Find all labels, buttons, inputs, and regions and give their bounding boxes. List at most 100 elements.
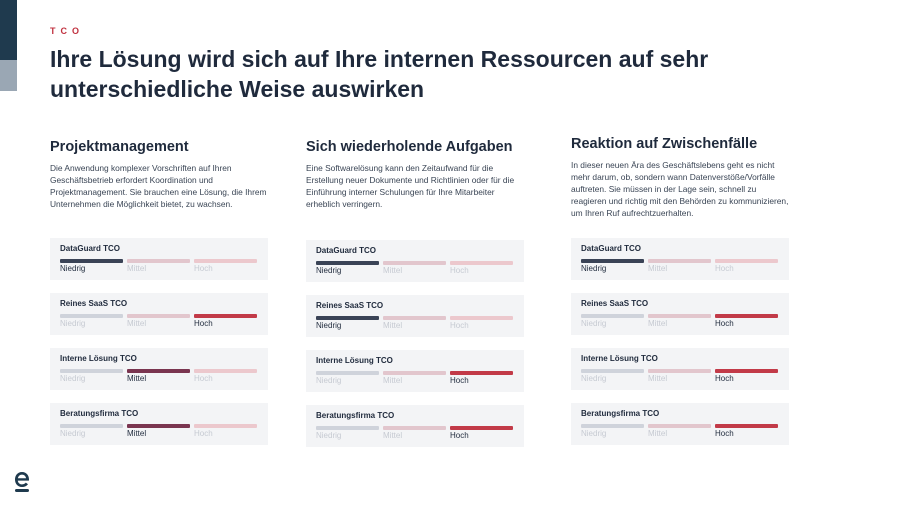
tco-level-scale: Niedrig Mittel Hoch xyxy=(316,426,513,440)
tco-card: Reines SaaS TCO Niedrig Mittel Hoch xyxy=(306,295,524,337)
tco-card-list: DataGuard TCO Niedrig Mittel Hoch Reines Saa… xyxy=(571,238,789,458)
level-label-mid: Mittel xyxy=(383,376,403,385)
level-label-high: Hoch xyxy=(715,374,734,383)
level-label-mid: Mittel xyxy=(127,429,147,438)
tco-card: Reines SaaS TCO Niedrig Mittel Hoch xyxy=(571,293,789,335)
level-label-high: Hoch xyxy=(450,431,469,440)
level-bar-low xyxy=(60,424,123,428)
tco-level-scale: Niedrig Mittel Hoch xyxy=(316,371,513,385)
tco-card-label: Interne Lösung TCO xyxy=(60,354,137,363)
level-bar-high xyxy=(715,314,778,318)
level-bar-low xyxy=(316,261,379,265)
level-bar-mid xyxy=(648,424,711,428)
tco-card-list: DataGuard TCO Niedrig Mittel Hoch Reines Saa… xyxy=(306,240,524,460)
level-bar-low xyxy=(316,316,379,320)
column-title: Sich wiederholende Aufgaben xyxy=(306,139,513,155)
level-label-low: Niedrig xyxy=(60,374,86,383)
level-label-high: Hoch xyxy=(194,429,213,438)
level-bar-low xyxy=(581,314,644,318)
tco-card: DataGuard TCO Niedrig Mittel Hoch xyxy=(306,240,524,282)
tco-card-label: Beratungsfirma TCO xyxy=(60,409,139,418)
level-bar-low xyxy=(581,424,644,428)
page-title: Ihre Lösung wird sich auf Ihre internen … xyxy=(50,46,709,102)
tco-card-label: DataGuard TCO xyxy=(60,244,121,253)
tco-card: Interne Lösung TCO Niedrig Mittel Hoch xyxy=(50,348,268,390)
level-bar-mid xyxy=(648,259,711,263)
level-bar-high xyxy=(450,261,513,265)
level-bar-mid xyxy=(383,316,446,320)
level-label-low: Niedrig xyxy=(316,431,342,440)
tco-card: Beratungsfirma TCO Niedrig Mittel Hoch xyxy=(571,403,789,445)
level-bar-low xyxy=(316,426,379,430)
level-bar-mid xyxy=(127,259,190,263)
level-bar-high xyxy=(194,259,257,263)
level-bar-high xyxy=(715,259,778,263)
tco-card: Interne Lösung TCO Niedrig Mittel Hoch xyxy=(571,348,789,390)
level-bar-mid xyxy=(127,424,190,428)
level-label-mid: Mittel xyxy=(648,264,668,273)
column-projektmanagement: Projektmanagement Die Anwendung komplexe… xyxy=(50,138,275,445)
tco-card-label: Interne Lösung TCO xyxy=(581,354,658,363)
level-label-high: Hoch xyxy=(194,374,213,383)
level-bar-high xyxy=(450,316,513,320)
level-label-mid: Mittel xyxy=(127,374,147,383)
column-title: Reaktion auf Zwischenfälle xyxy=(571,136,758,152)
tco-card: Beratungsfirma TCO Niedrig Mittel Hoch xyxy=(306,405,524,447)
tco-card-label: Beratungsfirma TCO xyxy=(581,409,660,418)
level-bar-low xyxy=(316,371,379,375)
level-label-mid: Mittel xyxy=(383,321,403,330)
column-zwischenfaelle: Reaktion auf Zwischenfälle In dieser neu… xyxy=(571,135,796,445)
level-label-mid: Mittel xyxy=(648,374,668,383)
column-description: Die Anwendung komplexer Vorschriften auf… xyxy=(50,163,267,210)
level-label-mid: Mittel xyxy=(383,431,403,440)
tco-card-label: Beratungsfirma TCO xyxy=(316,411,395,420)
level-bar-high xyxy=(715,424,778,428)
column-wiederholende-aufgaben: Sich wiederholende Aufgaben Eine Softwar… xyxy=(306,138,531,447)
tco-level-scale: Niedrig Mittel Hoch xyxy=(60,259,257,273)
tco-level-scale: Niedrig Mittel Hoch xyxy=(581,369,778,383)
tco-card: DataGuard TCO Niedrig Mittel Hoch xyxy=(571,238,789,280)
level-label-mid: Mittel xyxy=(127,319,147,328)
eyebrow-label: TCO xyxy=(50,26,84,36)
level-bar-mid xyxy=(127,369,190,373)
level-label-low: Niedrig xyxy=(60,319,86,328)
level-label-low: Niedrig xyxy=(316,321,342,330)
level-label-high: Hoch xyxy=(715,319,734,328)
level-label-high: Hoch xyxy=(194,319,213,328)
level-label-mid: Mittel xyxy=(648,429,668,438)
level-label-high: Hoch xyxy=(194,264,213,273)
level-label-mid: Mittel xyxy=(383,266,403,275)
tco-card-label: Reines SaaS TCO xyxy=(316,301,384,310)
level-bar-mid xyxy=(383,371,446,375)
level-label-high: Hoch xyxy=(450,376,469,385)
column-description: In dieser neuen Ära des Geschäftslebens … xyxy=(571,160,789,219)
level-bar-high xyxy=(450,426,513,430)
tco-card-label: Reines SaaS TCO xyxy=(581,299,649,308)
tco-level-scale: Niedrig Mittel Hoch xyxy=(316,261,513,275)
level-bar-mid xyxy=(648,369,711,373)
level-bar-low xyxy=(60,259,123,263)
level-label-high: Hoch xyxy=(715,264,734,273)
level-label-low: Niedrig xyxy=(316,376,342,385)
tco-card-list: DataGuard TCO Niedrig Mittel Hoch Reines Saa… xyxy=(50,238,268,458)
level-label-low: Niedrig xyxy=(316,266,342,275)
accent-bar-light xyxy=(0,60,17,91)
level-label-high: Hoch xyxy=(450,266,469,275)
tco-card-label: Reines SaaS TCO xyxy=(60,299,128,308)
level-label-low: Niedrig xyxy=(581,264,607,273)
tco-card-label: Interne Lösung TCO xyxy=(316,356,393,365)
tco-card: Reines SaaS TCO Niedrig Mittel Hoch xyxy=(50,293,268,335)
level-bar-low xyxy=(581,369,644,373)
level-bar-high xyxy=(450,371,513,375)
tco-card-label: DataGuard TCO xyxy=(316,246,377,255)
level-label-low: Niedrig xyxy=(60,429,86,438)
level-label-low: Niedrig xyxy=(581,374,607,383)
tco-level-scale: Niedrig Mittel Hoch xyxy=(581,259,778,273)
level-label-low: Niedrig xyxy=(581,319,607,328)
tco-card: Beratungsfirma TCO Niedrig Mittel Hoch xyxy=(50,403,268,445)
level-bar-mid xyxy=(648,314,711,318)
tco-card-label: DataGuard TCO xyxy=(581,244,642,253)
dataguard-e-logo-icon xyxy=(15,472,29,492)
column-description: Eine Softwarelösung kann den Zeitaufwand… xyxy=(306,163,515,210)
tco-card: Interne Lösung TCO Niedrig Mittel Hoch xyxy=(306,350,524,392)
